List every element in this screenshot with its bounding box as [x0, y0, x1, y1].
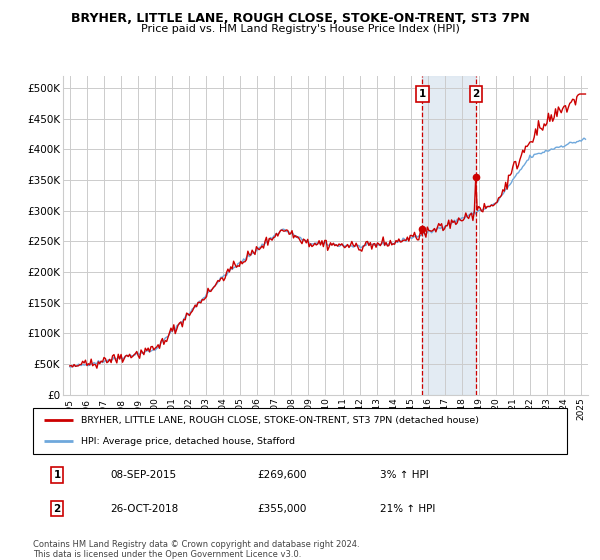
Text: 2: 2	[53, 503, 61, 514]
Text: 3% ↑ HPI: 3% ↑ HPI	[380, 470, 429, 480]
Text: Contains HM Land Registry data © Crown copyright and database right 2024.
This d: Contains HM Land Registry data © Crown c…	[33, 540, 359, 559]
Text: £269,600: £269,600	[257, 470, 307, 480]
Text: 08-SEP-2015: 08-SEP-2015	[110, 470, 176, 480]
Text: HPI: Average price, detached house, Stafford: HPI: Average price, detached house, Staf…	[81, 437, 295, 446]
Bar	[422, 76, 476, 395]
Text: 26-OCT-2018: 26-OCT-2018	[110, 503, 179, 514]
Text: BRYHER, LITTLE LANE, ROUGH CLOSE, STOKE-ON-TRENT, ST3 7PN: BRYHER, LITTLE LANE, ROUGH CLOSE, STOKE-…	[71, 12, 529, 25]
Text: 21% ↑ HPI: 21% ↑ HPI	[380, 503, 436, 514]
Text: £355,000: £355,000	[257, 503, 307, 514]
FancyBboxPatch shape	[33, 408, 567, 454]
Text: 2: 2	[472, 89, 479, 99]
Text: 1: 1	[53, 470, 61, 480]
Text: BRYHER, LITTLE LANE, ROUGH CLOSE, STOKE-ON-TRENT, ST3 7PN (detached house): BRYHER, LITTLE LANE, ROUGH CLOSE, STOKE-…	[81, 416, 479, 424]
Text: 1: 1	[419, 89, 426, 99]
Text: Price paid vs. HM Land Registry's House Price Index (HPI): Price paid vs. HM Land Registry's House …	[140, 24, 460, 34]
